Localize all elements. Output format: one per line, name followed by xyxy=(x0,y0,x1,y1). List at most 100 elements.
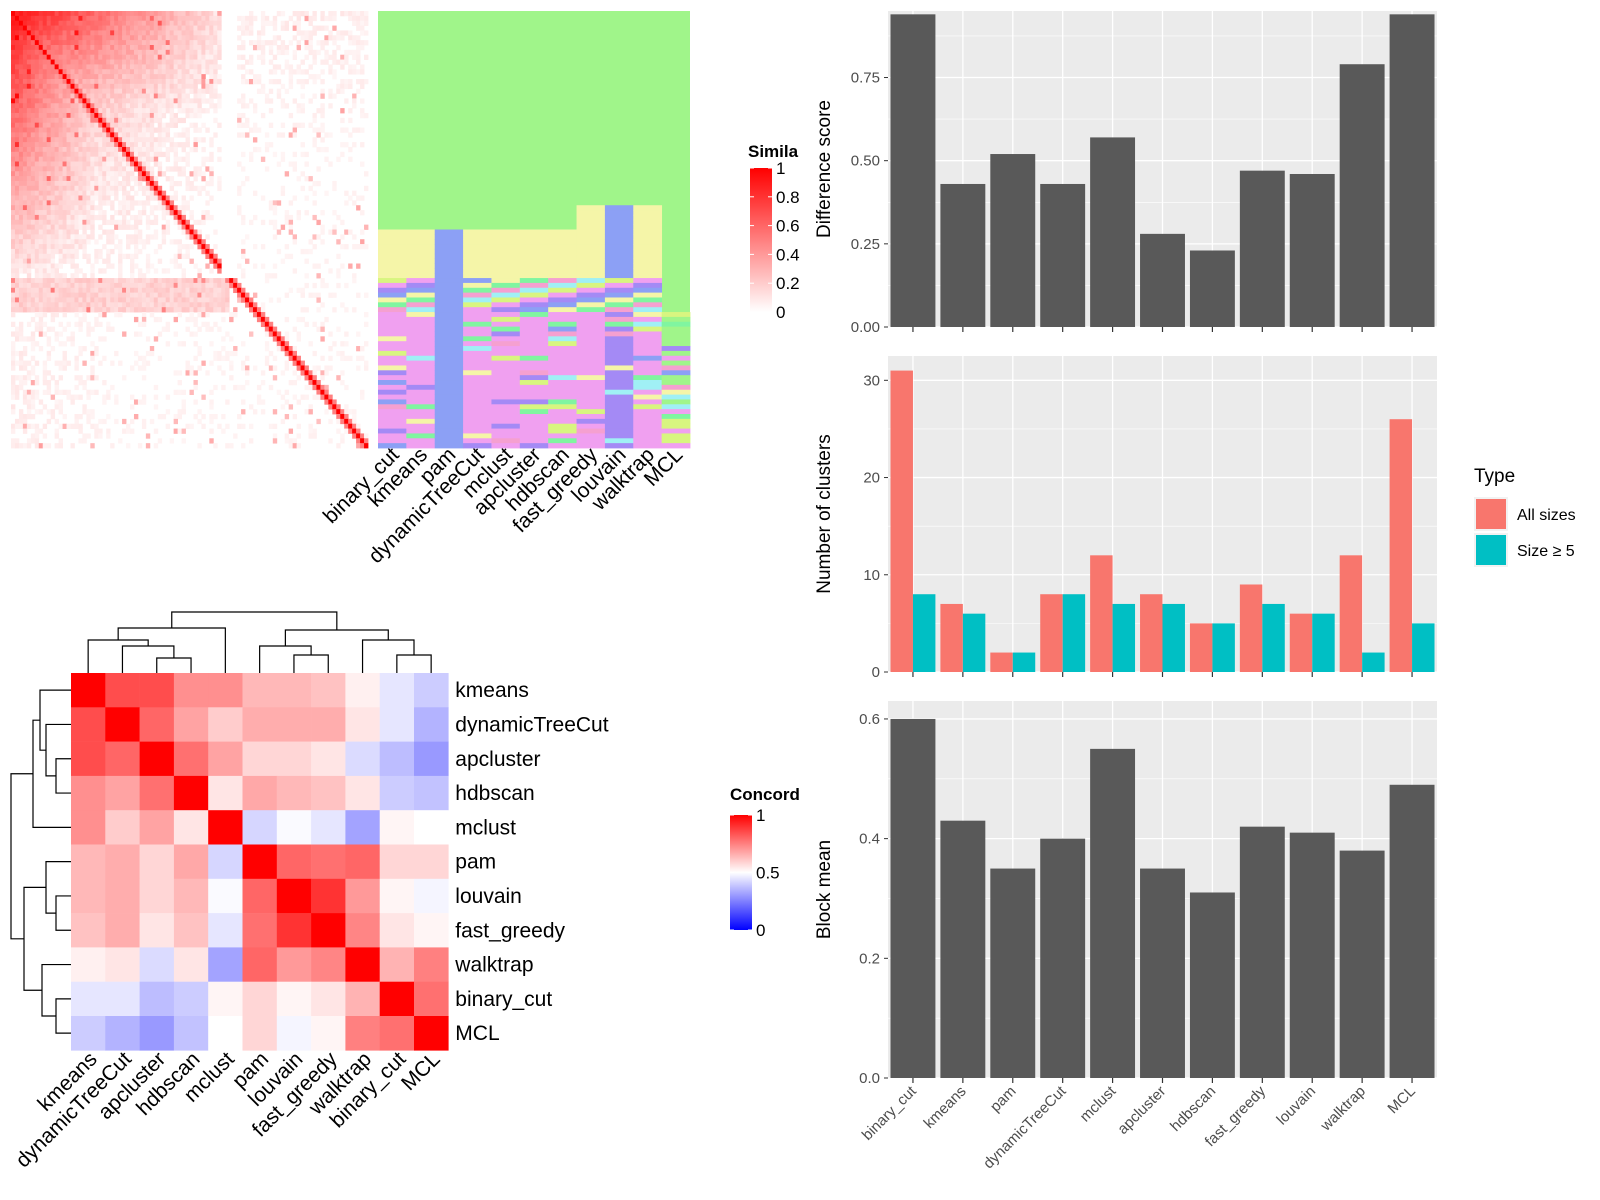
similarity-cell xyxy=(245,59,250,65)
similarity-cell xyxy=(352,54,357,60)
similarity-cell xyxy=(58,443,63,449)
similarity-cell xyxy=(38,108,44,114)
cluster-assignment-cell xyxy=(378,287,407,294)
similarity-cell xyxy=(14,49,20,56)
similarity-cell xyxy=(189,30,194,36)
similarity-cell xyxy=(177,180,182,187)
similarity-cell xyxy=(126,25,131,31)
similarity-cell xyxy=(110,234,115,240)
similarity-cell xyxy=(324,190,329,196)
cluster-assignment-cell xyxy=(463,234,492,240)
similarity-cell xyxy=(22,278,28,284)
similarity-cell xyxy=(50,161,56,167)
similarity-cell xyxy=(26,78,32,85)
cluster-assignment-cell xyxy=(633,394,663,400)
similarity-cell xyxy=(106,428,111,434)
similarity-cell xyxy=(133,59,139,65)
similarity-cell xyxy=(304,321,309,328)
similarity-cell xyxy=(193,54,198,60)
similarity-cell xyxy=(141,190,147,196)
similarity-cell xyxy=(348,229,353,235)
similarity-cell xyxy=(58,195,63,201)
similarity-cell xyxy=(114,292,119,298)
similarity-cell xyxy=(133,360,139,366)
similarity-cell xyxy=(11,239,16,245)
similarity-cell xyxy=(86,414,91,420)
concordance-cell xyxy=(173,741,209,777)
similarity-cell xyxy=(268,49,274,56)
similarity-cell xyxy=(34,244,40,250)
similarity-cell xyxy=(62,156,67,162)
similarity-cell xyxy=(34,214,40,221)
similarity-cell xyxy=(141,44,147,51)
similarity-cell xyxy=(22,302,28,308)
similarity-cell xyxy=(189,78,194,85)
similarity-cell xyxy=(38,409,44,415)
similarity-cell xyxy=(78,49,83,56)
similarity-cell xyxy=(264,355,270,361)
similarity-cell xyxy=(165,74,171,80)
similarity-cell xyxy=(18,326,24,332)
similarity-cell xyxy=(193,292,198,298)
similarity-cell xyxy=(185,64,190,70)
similarity-cell xyxy=(173,20,178,26)
similarity-cell xyxy=(110,59,115,65)
similarity-cell xyxy=(185,30,190,36)
similarity-cell xyxy=(280,346,286,352)
bar xyxy=(890,14,936,328)
concordance-cell xyxy=(414,810,449,845)
similarity-cell xyxy=(110,180,115,187)
similarity-cell xyxy=(62,40,67,46)
similarity-cell xyxy=(169,108,175,114)
similarity-cell xyxy=(133,117,139,124)
similarity-cell xyxy=(22,20,28,26)
similarity-cell xyxy=(70,248,75,255)
similarity-cell xyxy=(205,210,210,216)
similarity-cell xyxy=(137,117,143,124)
similarity-cell xyxy=(241,40,246,46)
similarity-cell xyxy=(22,49,28,56)
similarity-cell xyxy=(157,282,163,289)
similarity-cell xyxy=(169,88,175,94)
similarity-cell xyxy=(114,146,119,153)
concordance-cell xyxy=(173,844,209,880)
similarity-cell xyxy=(98,54,103,60)
similarity-cell xyxy=(165,137,171,143)
similarity-cell xyxy=(18,103,24,109)
similarity-cell xyxy=(292,239,297,245)
cluster-assignment-cell xyxy=(548,346,577,352)
y-axis-title: Difference score xyxy=(814,100,835,238)
similarity-cell xyxy=(86,166,91,172)
similarity-cell xyxy=(70,282,75,289)
similarity-cell xyxy=(292,234,297,240)
similarity-cell xyxy=(90,292,95,298)
similarity-cell xyxy=(145,200,151,206)
similarity-cell xyxy=(22,380,28,386)
similarity-cell xyxy=(169,11,175,17)
similarity-cell xyxy=(11,409,16,415)
similarity-cell xyxy=(122,93,127,99)
similarity-cell xyxy=(42,195,48,201)
similarity-cell xyxy=(205,302,210,308)
cluster-assignment-cell xyxy=(491,380,521,386)
similarity-cell xyxy=(344,190,349,196)
similarity-cell xyxy=(308,380,313,386)
similarity-cell xyxy=(169,25,175,31)
similarity-cell xyxy=(34,268,40,274)
similarity-cell xyxy=(130,108,135,114)
cluster-assignment-cell xyxy=(491,428,521,434)
similarity-cell xyxy=(209,54,214,60)
similarity-cell xyxy=(11,142,16,148)
similarity-cell xyxy=(94,190,99,196)
similarity-cell xyxy=(74,297,79,303)
similarity-cell xyxy=(98,151,103,158)
similarity-cell xyxy=(102,25,107,31)
similarity-cell xyxy=(149,210,155,216)
similarity-cell xyxy=(26,93,32,99)
similarity-cell xyxy=(126,108,131,114)
similarity-cell xyxy=(102,122,107,128)
similarity-cell xyxy=(62,35,67,41)
similarity-cell xyxy=(296,316,301,323)
similarity-cell xyxy=(280,151,286,158)
similarity-cell xyxy=(197,11,202,17)
